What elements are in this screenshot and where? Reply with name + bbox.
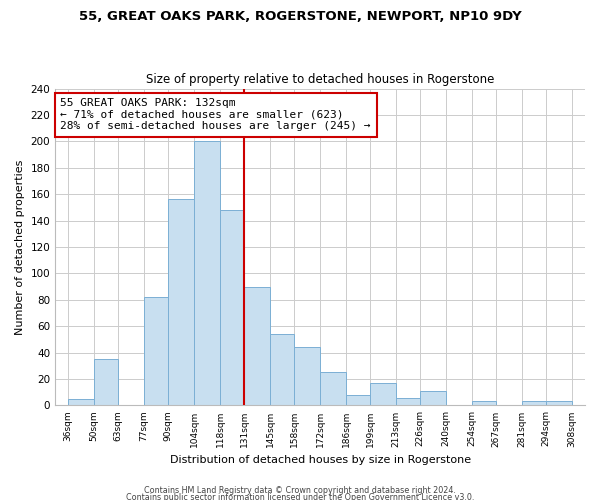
Bar [396, 398, 420, 406]
Bar [68, 399, 94, 406]
Bar [220, 210, 244, 406]
Text: Contains HM Land Registry data © Crown copyright and database right 2024.: Contains HM Land Registry data © Crown c… [144, 486, 456, 495]
Bar [271, 334, 294, 406]
Bar [472, 402, 496, 406]
Bar [194, 142, 220, 406]
Bar [346, 395, 370, 406]
Bar [421, 391, 446, 406]
Bar [547, 402, 572, 406]
Text: 55, GREAT OAKS PARK, ROGERSTONE, NEWPORT, NP10 9DY: 55, GREAT OAKS PARK, ROGERSTONE, NEWPORT… [79, 10, 521, 23]
Bar [145, 297, 168, 406]
Bar [522, 402, 546, 406]
Bar [295, 348, 320, 406]
Text: 55 GREAT OAKS PARK: 132sqm
← 71% of detached houses are smaller (623)
28% of sem: 55 GREAT OAKS PARK: 132sqm ← 71% of deta… [61, 98, 371, 132]
Bar [244, 286, 270, 406]
Bar [169, 200, 194, 406]
Title: Size of property relative to detached houses in Rogerstone: Size of property relative to detached ho… [146, 73, 494, 86]
Bar [370, 383, 396, 406]
Y-axis label: Number of detached properties: Number of detached properties [15, 160, 25, 334]
Text: Contains public sector information licensed under the Open Government Licence v3: Contains public sector information licen… [126, 494, 474, 500]
Bar [320, 372, 346, 406]
Bar [94, 359, 118, 406]
X-axis label: Distribution of detached houses by size in Rogerstone: Distribution of detached houses by size … [170, 455, 470, 465]
